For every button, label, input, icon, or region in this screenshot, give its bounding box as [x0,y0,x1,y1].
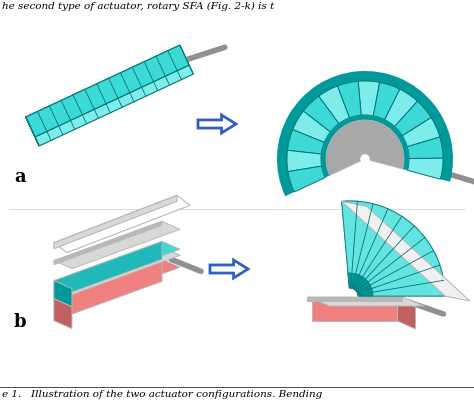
Polygon shape [54,281,72,307]
Polygon shape [180,46,193,75]
Polygon shape [312,299,398,321]
Polygon shape [210,261,248,278]
Wedge shape [348,273,373,296]
Wedge shape [288,130,324,155]
Wedge shape [373,83,400,120]
Wedge shape [277,72,453,197]
Wedge shape [287,151,321,172]
Wedge shape [407,137,443,159]
Polygon shape [54,248,162,292]
Polygon shape [342,202,470,301]
Wedge shape [293,112,330,143]
Text: e 1.   Illustration of the two actuator configurations. Bending: e 1. Illustration of the two actuator co… [2,389,322,398]
Polygon shape [54,242,180,289]
Wedge shape [319,87,349,124]
Wedge shape [337,82,361,119]
Wedge shape [321,116,409,178]
Polygon shape [342,202,445,296]
Text: b: b [14,312,27,330]
Wedge shape [288,167,325,193]
Polygon shape [35,66,193,147]
Wedge shape [303,97,339,133]
Polygon shape [54,248,180,295]
Polygon shape [308,297,402,301]
Polygon shape [54,222,162,265]
Wedge shape [408,159,443,180]
Wedge shape [384,90,417,127]
Polygon shape [198,116,236,134]
Polygon shape [54,222,180,269]
Polygon shape [54,260,180,307]
Polygon shape [398,299,416,329]
Polygon shape [26,46,184,127]
Text: he second type of actuator, rotary SFA (Fig. 2-k) is t: he second type of actuator, rotary SFA (… [2,2,274,11]
Polygon shape [54,260,162,321]
Wedge shape [358,82,380,117]
Polygon shape [26,46,189,137]
Text: a: a [14,168,26,186]
Polygon shape [54,196,177,249]
Polygon shape [54,242,162,299]
Wedge shape [394,102,431,136]
Wedge shape [326,121,404,176]
Polygon shape [312,299,416,307]
Polygon shape [54,196,190,253]
Wedge shape [342,202,445,296]
Polygon shape [26,118,39,147]
Wedge shape [402,118,440,147]
Polygon shape [54,299,72,329]
Polygon shape [308,297,425,306]
